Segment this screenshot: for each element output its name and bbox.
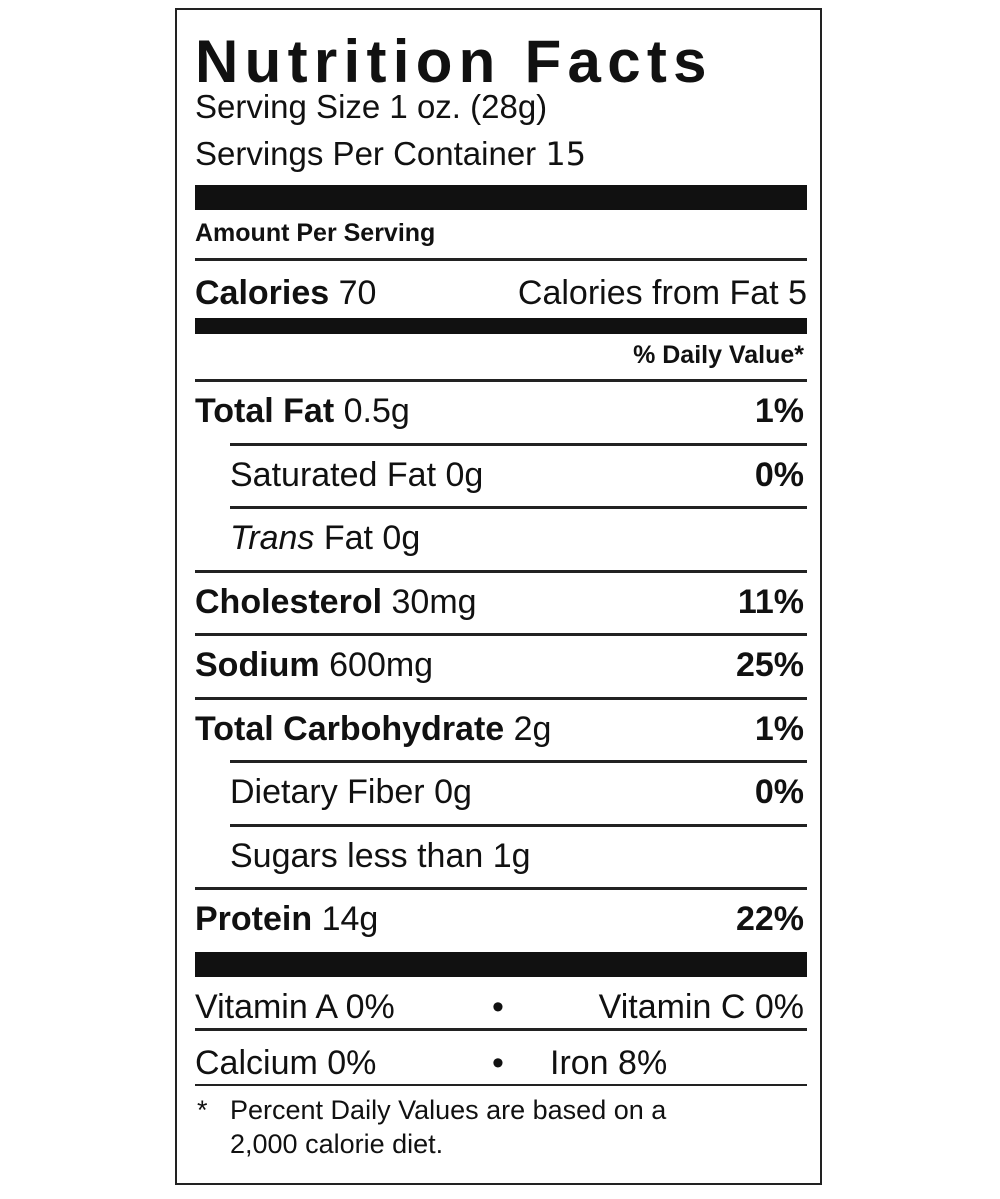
thick-bar xyxy=(195,185,807,210)
footnote-line: 2,000 calorie diet. xyxy=(230,1129,444,1159)
nutrient-name: Trans xyxy=(230,519,315,557)
rule xyxy=(195,696,807,700)
rule xyxy=(195,569,807,573)
nutrient-row: Saturated Fat 0g xyxy=(230,458,483,492)
daily-value: 0% xyxy=(754,773,804,811)
nutrient-row: Dietary Fiber 0g xyxy=(230,775,472,809)
value: 5 xyxy=(788,274,807,312)
separator: • xyxy=(492,1044,504,1082)
value: 15 xyxy=(545,135,587,173)
nutrient-name: Sodium xyxy=(195,646,320,684)
nutrient-amount: 0.5g xyxy=(343,392,410,430)
daily-value-header: % Daily Value* xyxy=(633,341,804,369)
nutrient-name: Saturated Fat xyxy=(230,455,437,494)
nutrient-row: Total Carbohydrate 2g xyxy=(195,712,551,746)
rule xyxy=(230,760,807,763)
nutrient-amount: 1g xyxy=(492,836,531,875)
nutrient-amount: 14g xyxy=(321,900,379,938)
nutrient-amount: 0g xyxy=(445,455,484,494)
label: Servings Per Container xyxy=(195,135,537,172)
nutrition-label: Nutrition Facts Serving Size 1 oz. (28g)… xyxy=(175,8,822,1185)
title: Nutrition Facts xyxy=(195,28,713,95)
rule xyxy=(195,258,807,261)
daily-value: 1% xyxy=(754,392,804,430)
servings-per-container: Servings Per Container 15 xyxy=(195,137,586,170)
nutrient-row: Protein 14g xyxy=(195,902,378,936)
amount-per-serving: Amount Per Serving xyxy=(195,219,436,247)
nutrient-row: Trans Fat 0g xyxy=(230,521,420,555)
vitamin: Vitamin A 0% xyxy=(195,988,395,1026)
nutrient-name: Total Carbohydrate xyxy=(195,709,505,748)
rule xyxy=(230,506,807,509)
calories: Calories 70 xyxy=(195,276,376,310)
calories-from-fat: Calories from Fat 5 xyxy=(518,276,807,310)
nutrient-name: Cholesterol xyxy=(195,582,383,621)
nutrient-row: Sodium 600mg xyxy=(195,648,433,682)
rule xyxy=(195,1028,807,1031)
separator: • xyxy=(492,988,504,1026)
value: 70 xyxy=(338,274,377,312)
rule xyxy=(195,379,807,382)
nutrient-amount: Fat 0g xyxy=(323,519,421,557)
nutrient-row: Total Fat 0.5g xyxy=(195,394,410,428)
nutrient-amount: 0g xyxy=(434,773,472,811)
label: Calories xyxy=(195,274,330,312)
nutrient-row: Sugars less than 1g xyxy=(230,839,531,873)
thick-bar xyxy=(195,952,807,977)
daily-value: 0% xyxy=(754,455,804,494)
nutrient-name: Total Fat xyxy=(195,392,335,430)
thick-bar xyxy=(195,318,807,334)
vitamin: Iron 8% xyxy=(550,1044,668,1082)
serving-size: Serving Size 1 oz. (28g) xyxy=(195,88,548,125)
daily-value: 22% xyxy=(735,900,804,938)
daily-value: 1% xyxy=(754,709,804,748)
nutrient-name: Dietary Fiber xyxy=(230,773,425,811)
vitamin: Calcium 0% xyxy=(195,1044,377,1082)
rule xyxy=(230,823,807,827)
nutrient-amount: 2g xyxy=(513,709,552,748)
footnote-marker: * xyxy=(197,1095,208,1125)
footnote-line: Percent Daily Values are based on a xyxy=(230,1095,667,1125)
nutrient-amount: 600mg xyxy=(329,646,434,684)
rule xyxy=(195,633,807,636)
rule xyxy=(195,887,807,890)
daily-value: 25% xyxy=(735,646,804,684)
daily-value: 11% xyxy=(737,582,804,621)
nutrient-row: Cholesterol 30mg xyxy=(195,585,477,619)
nutrient-amount: 30mg xyxy=(391,582,477,621)
vitamin: Vitamin C 0% xyxy=(598,988,804,1026)
nutrient-name: Protein xyxy=(195,900,313,938)
rule xyxy=(230,442,807,446)
label: Calories from Fat xyxy=(517,274,779,312)
nutrient-name: Sugars less than xyxy=(230,836,484,875)
rule xyxy=(195,1084,807,1086)
